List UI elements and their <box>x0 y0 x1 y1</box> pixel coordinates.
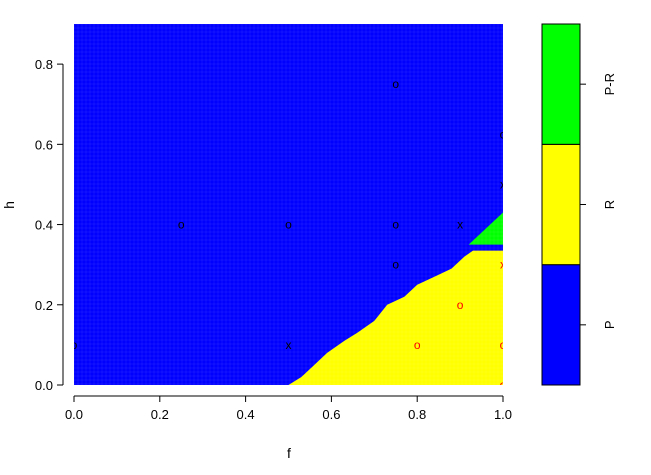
region-r <box>288 250 503 385</box>
y-axis: 0.0 0.2 0.4 0.6 0.8 <box>35 57 64 393</box>
data-points: o o o o x o o x o x x o o o o <box>71 77 507 392</box>
legend-swatch-p <box>541 264 581 386</box>
y-tick-label: 0.0 <box>35 378 53 393</box>
legend: P R P-R <box>541 23 617 386</box>
legend-label-p-r: P-R <box>602 73 617 95</box>
plot-area: o o o o x o o x o x x o o o o <box>71 24 507 392</box>
x-tick-label: 1.0 <box>494 407 512 422</box>
x-tick-label: 0.8 <box>408 407 426 422</box>
data-point-o-6: o <box>500 127 507 141</box>
legend-swatch-r <box>541 143 581 266</box>
data-point-x-10: x <box>500 258 506 272</box>
x-axis: 0.0 0.2 0.4 0.6 0.8 1.0 <box>65 395 512 422</box>
grid-lines <box>74 24 503 385</box>
data-point-o-3: o <box>392 218 399 232</box>
y-axis-label: h <box>1 201 17 209</box>
data-point-o-14: o <box>500 378 507 392</box>
legend-label-p: P <box>602 320 617 329</box>
legend-label-r: R <box>602 200 617 209</box>
data-point-o-13: o <box>500 338 507 352</box>
x-tick-label: 0.4 <box>237 407 255 422</box>
x-tick-label: 0.6 <box>322 407 340 422</box>
data-point-o-2: o <box>285 218 292 232</box>
data-point-o-1: o <box>178 218 185 232</box>
y-tick-label: 0.8 <box>35 57 53 72</box>
data-point-o-11: o <box>457 298 464 312</box>
region-p-r <box>468 212 503 245</box>
data-point-o-0: o <box>71 338 78 352</box>
x-tick-label: 0.0 <box>65 407 83 422</box>
y-tick-label: 0.4 <box>35 218 53 233</box>
data-point-o-12: o <box>414 338 421 352</box>
data-point-x-7: x <box>500 177 506 191</box>
x-axis-label: f <box>287 445 291 461</box>
y-tick-label: 0.2 <box>35 298 53 313</box>
data-point-x-9: x <box>286 338 292 352</box>
data-point-o-5: o <box>392 77 399 91</box>
data-point-x-4: x <box>457 218 463 232</box>
y-tick-label: 0.6 <box>35 137 53 152</box>
x-tick-label: 0.2 <box>151 407 169 422</box>
data-point-o-8: o <box>392 258 399 272</box>
legend-swatch-p-r <box>541 23 581 145</box>
